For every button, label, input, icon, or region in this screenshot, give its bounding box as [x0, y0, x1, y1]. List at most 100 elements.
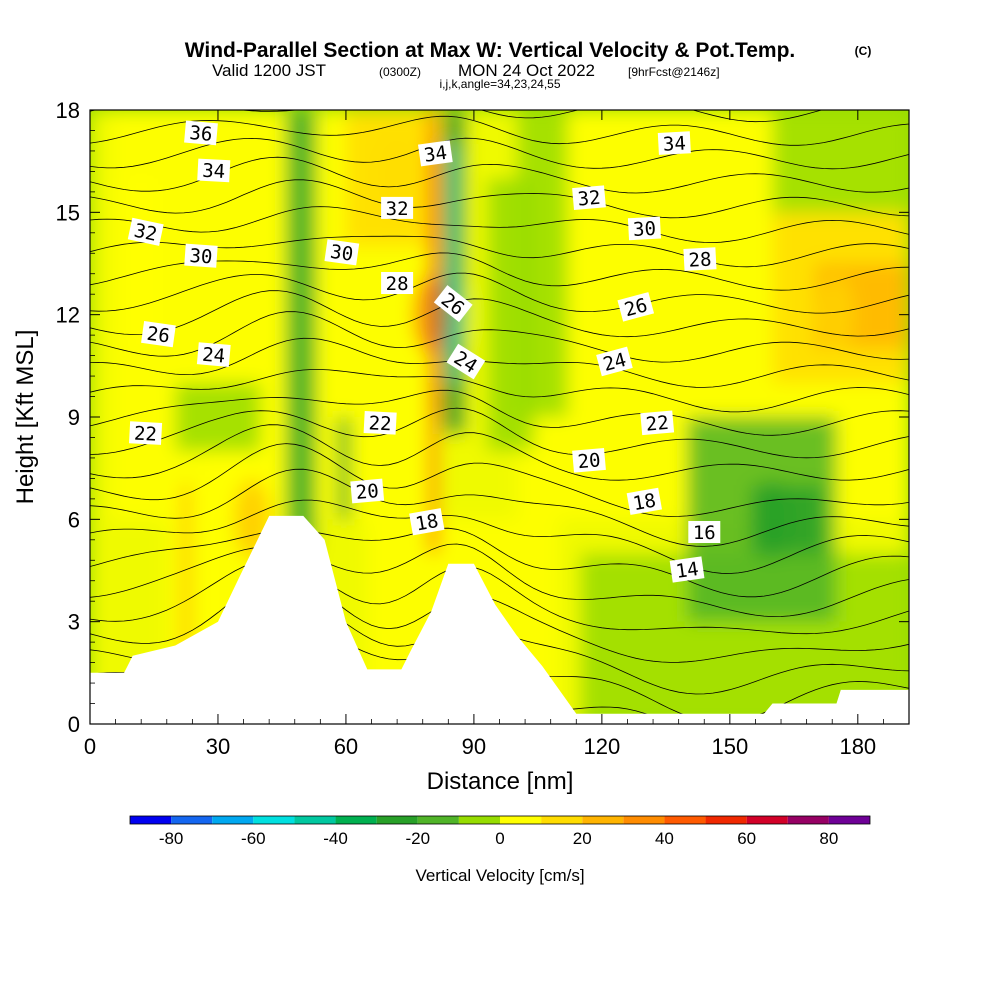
contour-label: 14	[669, 556, 705, 583]
theta-contour	[90, 499, 909, 574]
colorbar-frame	[129, 815, 871, 825]
x-axis: 0 30 60 90 120 150 180	[84, 110, 910, 759]
contour-label-bg	[572, 447, 606, 473]
velocity-column	[448, 144, 457, 383]
contour-label: 20	[350, 478, 385, 504]
theta-contour	[90, 272, 909, 314]
contour-label: 28	[683, 247, 717, 272]
colorbar-label: Vertical Velocity [cm/s]	[415, 866, 584, 885]
contour-label-text: 34	[202, 160, 226, 183]
colorbar-tick-label: -40	[323, 829, 348, 848]
contour-label-bg	[626, 487, 662, 515]
x-tick-label: 150	[711, 734, 748, 759]
contour-label-bg	[572, 185, 606, 211]
contour-label-bg	[409, 508, 445, 536]
contour-labels: 3634323026242230323428262422201834323028…	[127, 120, 721, 583]
colorbar-swatch	[500, 816, 542, 824]
velocity-core	[818, 274, 855, 355]
velocity-core	[754, 479, 791, 560]
theta-contour	[90, 179, 909, 219]
y-tick-label: 12	[56, 303, 80, 328]
contour-label: 26	[141, 320, 176, 348]
contour-label-text: 18	[631, 489, 657, 515]
colorbar-tick-label: 60	[737, 829, 756, 848]
contour-label-bg	[688, 521, 721, 543]
contour-label: 24	[196, 342, 231, 368]
field-region	[124, 178, 159, 349]
contour-label: 32	[572, 185, 606, 211]
contour-label-text: 34	[423, 142, 449, 167]
contour-label-bg	[433, 285, 473, 323]
valid-time: Valid 1200 JST	[212, 61, 326, 80]
colorbar-tick-label: 80	[819, 829, 838, 848]
contour-label: 18	[626, 487, 662, 515]
x-axis-label: Distance [nm]	[427, 768, 574, 795]
theta-contour	[90, 206, 909, 244]
contour-label: 16	[688, 521, 721, 544]
theta-contour	[90, 290, 909, 338]
valid-date: MON 24 Oct 2022	[458, 61, 595, 80]
contour-label: 26	[617, 292, 655, 322]
colorbar-tick-label: -80	[159, 829, 184, 848]
y-tick-label: 3	[68, 610, 80, 635]
contour-label: 30	[184, 243, 218, 269]
field-region	[516, 110, 568, 417]
contour-label-text: 24	[201, 344, 226, 368]
contour-label-bg	[184, 243, 218, 268]
theta-contour	[90, 407, 909, 459]
colorbar-swatch	[664, 816, 706, 824]
zulu-time: (0300Z)	[379, 65, 421, 79]
theta-contour	[90, 311, 909, 363]
theta-contour	[90, 252, 909, 291]
contour-label: 32	[127, 217, 164, 246]
y-tick-label: 6	[68, 507, 80, 532]
contour-label-bg	[196, 342, 231, 367]
contour-label: 30	[627, 216, 662, 241]
colorbar-swatch	[376, 816, 418, 824]
colorbar-tick-label: 40	[655, 829, 674, 848]
plot-area: 3634323026242230323428262422201834323028…	[90, 110, 909, 724]
contour-label: 34	[417, 140, 453, 167]
contour-label-text: 34	[662, 133, 686, 156]
theta-contour	[90, 443, 909, 517]
contour-label-bg	[417, 140, 453, 167]
contour-label: 34	[197, 158, 231, 183]
theta-contour	[90, 110, 824, 123]
contour-label-bg	[350, 478, 385, 504]
x-tick-label: 60	[334, 734, 358, 759]
contour-label-bg	[141, 320, 176, 348]
chart-title: Wind-Parallel Section at Max W: Vertical…	[185, 39, 796, 62]
colorbar-tick-label: -20	[405, 829, 430, 848]
contour-label-text: 20	[577, 449, 602, 473]
colorbar-swatch	[212, 816, 254, 824]
colorbar-swatch	[130, 816, 172, 824]
colorbar-swatch	[828, 816, 870, 824]
y-tick-label: 15	[56, 200, 80, 225]
colorbar-swatch	[746, 816, 788, 824]
theta-contour	[90, 235, 909, 268]
contour-label: 22	[640, 410, 675, 436]
contour-label-text: 32	[386, 198, 409, 220]
x-tick-label: 0	[84, 734, 96, 759]
contour-label-text: 26	[145, 323, 171, 348]
y-axis-label: Height [Kft MSL]	[12, 330, 39, 505]
colorbar-swatch	[541, 816, 583, 824]
contour-label: 20	[572, 447, 606, 473]
colorbar: -80 -60 -40 -20 0 20 40 60 80	[129, 815, 871, 848]
contour-label: 18	[409, 508, 445, 536]
contour-label-text: 30	[189, 245, 213, 269]
colorbar-swatch	[787, 816, 829, 824]
contour-label-bg	[127, 217, 164, 246]
y-tick-label: 9	[68, 405, 80, 430]
theta-contour	[90, 527, 909, 598]
contour-label-text: 32	[577, 187, 602, 211]
contour-label: 30	[324, 239, 360, 266]
copyright-mark: (C)	[855, 44, 872, 58]
contour-label-text: 28	[386, 273, 409, 295]
contour-label-bg	[324, 239, 360, 266]
colorbar-swatch	[705, 816, 747, 824]
theta-contour	[90, 543, 909, 618]
colorbar-swatch	[253, 816, 295, 824]
